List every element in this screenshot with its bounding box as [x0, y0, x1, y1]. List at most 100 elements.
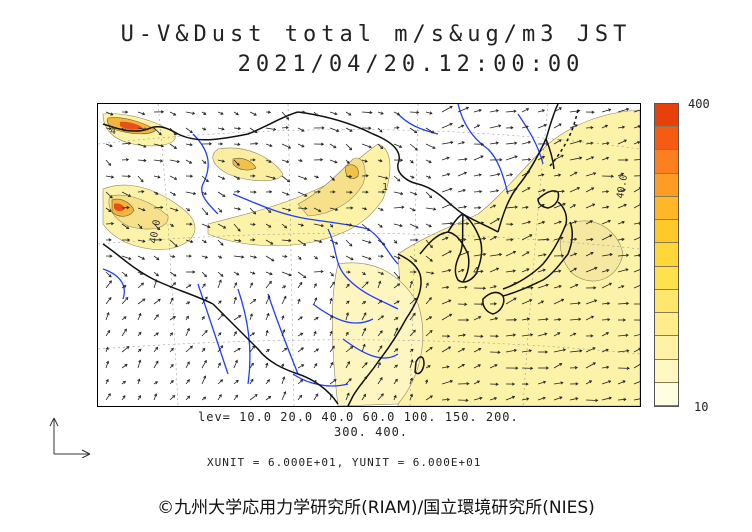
wind-arrow: [201, 191, 207, 195]
wind-arrow: [313, 271, 324, 273]
wind-arrow: [217, 239, 224, 246]
wind-arrow-head: [578, 317, 582, 321]
wind-arrow: [441, 299, 451, 305]
wind-arrow-head: [623, 397, 627, 402]
wind-arrow: [553, 270, 561, 273]
border-line: [212, 303, 299, 375]
wind-arrow-head: [345, 331, 349, 335]
wind-arrow-head: [450, 140, 454, 145]
wind-arrow-head: [220, 242, 224, 246]
wind-arrow-head: [395, 348, 399, 352]
wind-arrow-head: [319, 239, 323, 244]
wind-arrow-head: [335, 207, 339, 211]
wind-arrow: [601, 253, 613, 257]
wind-arrow: [105, 207, 112, 212]
wind-arrow: [233, 159, 240, 166]
wind-arrow: [489, 142, 499, 145]
wind-arrow-head: [331, 345, 335, 349]
wind-arrow-head: [315, 317, 319, 320]
wind-arrow: [265, 223, 272, 228]
wind-arrow: [249, 345, 255, 353]
wind-arrow-head: [397, 275, 401, 279]
wind-arrow-head: [205, 179, 209, 183]
wind-arrow: [233, 282, 237, 289]
wind-arrow: [601, 349, 609, 353]
wind-arrow: [409, 207, 415, 212]
wind-arrow: [281, 191, 289, 196]
wind-arrow-head: [159, 159, 164, 163]
wind-arrow-head: [334, 160, 338, 164]
wind-arrow-head: [139, 225, 143, 229]
wind-arrow-head: [514, 205, 518, 209]
wind-arrow: [393, 223, 403, 227]
wind-arrow-head: [187, 395, 191, 399]
wind-arrow-head: [203, 127, 207, 131]
wind-arrow-head: [137, 378, 141, 382]
wind-arrow-head: [218, 300, 222, 304]
wind-arrow: [249, 207, 256, 215]
wind-arrow: [345, 312, 349, 321]
wind-arrow: [585, 315, 594, 321]
wind-arrow-head: [410, 348, 414, 352]
sakhalin-coast: [545, 138, 555, 170]
wind-arrow-head: [397, 178, 401, 182]
wind-arrow-head: [625, 268, 629, 272]
wind-arrow: [233, 271, 240, 276]
wind-arrow-head: [158, 132, 162, 136]
wind-arrow-head: [107, 393, 111, 397]
wind-arrow: [617, 254, 629, 257]
wind-arrow-head: [476, 124, 481, 128]
wind-arrow-head: [320, 158, 324, 162]
wind-arrow-head: [205, 212, 209, 216]
wind-arrow: [121, 255, 132, 260]
wind-arrow: [505, 206, 518, 209]
wind-arrow-head: [203, 375, 207, 379]
wind-arrow: [297, 332, 303, 337]
wind-arrow-head: [385, 176, 389, 180]
wind-arrow: [345, 175, 352, 178]
wind-arrow: [553, 318, 561, 321]
wind-arrow-head: [363, 393, 366, 397]
wind-arrow: [521, 350, 532, 353]
wind-arrow: [505, 239, 513, 241]
wind-arrow: [105, 330, 111, 337]
wind-arrow-head: [558, 220, 562, 224]
wind-arrow: [121, 191, 131, 197]
wind-arrow-head: [579, 349, 583, 353]
wind-arrow-head: [299, 316, 303, 320]
wind-arrow: [153, 298, 161, 305]
wind-arrow-head: [607, 317, 611, 322]
wind-arrow: [569, 187, 580, 193]
wind-arrow: [633, 398, 640, 401]
wind-arrow: [249, 271, 255, 275]
wind-arrow-head: [425, 282, 429, 286]
wind-arrow: [617, 350, 629, 353]
wind-arrow-head: [108, 274, 112, 278]
wind-arrow-head: [204, 296, 208, 300]
wind-arrow-head: [110, 221, 115, 226]
wind-arrow: [457, 189, 466, 193]
wind-arrow: [441, 237, 449, 241]
wind-arrow-head: [542, 220, 546, 224]
wind-arrow: [249, 127, 258, 134]
wind-arrow-head: [604, 124, 609, 128]
graticule-line: [98, 129, 640, 150]
wind-arrow-head: [105, 346, 109, 350]
wind-arrow: [153, 143, 164, 147]
wind-arrow: [361, 281, 369, 289]
wind-arrow-head: [235, 394, 238, 398]
wind-arrow: [281, 239, 291, 242]
wind-arrow: [425, 239, 433, 248]
wind-arrow-head: [269, 190, 273, 194]
wind-arrow-head: [304, 176, 308, 180]
wind-arrow: [457, 158, 467, 161]
wind-arrow-head: [432, 145, 436, 149]
wind-arrow-head: [525, 382, 529, 386]
wind-arrow: [601, 234, 612, 241]
wind-arrow-head: [477, 364, 481, 368]
wind-arrow: [121, 142, 131, 145]
wind-arrow: [217, 279, 222, 289]
wind-arrow: [617, 334, 628, 337]
wind-arrow-head: [204, 329, 208, 333]
wind-arrow-head: [526, 251, 530, 255]
